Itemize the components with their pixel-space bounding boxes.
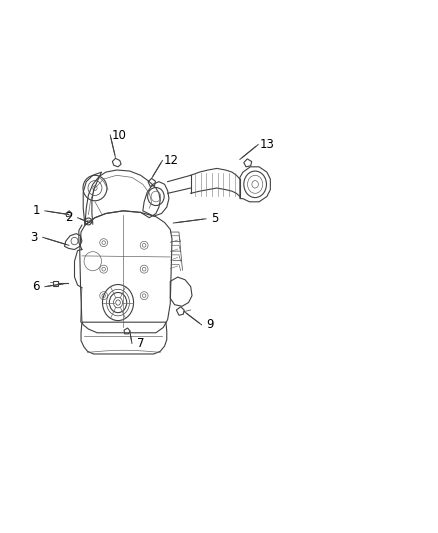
Text: 10: 10 [111,128,126,141]
Text: 12: 12 [164,154,179,167]
Text: 13: 13 [259,138,274,151]
Text: 7: 7 [137,337,145,350]
Text: 5: 5 [211,212,218,225]
Text: 2: 2 [65,211,73,224]
Text: 1: 1 [32,204,40,217]
Text: 3: 3 [30,231,38,244]
Text: 6: 6 [32,280,40,293]
Text: 9: 9 [207,318,214,332]
